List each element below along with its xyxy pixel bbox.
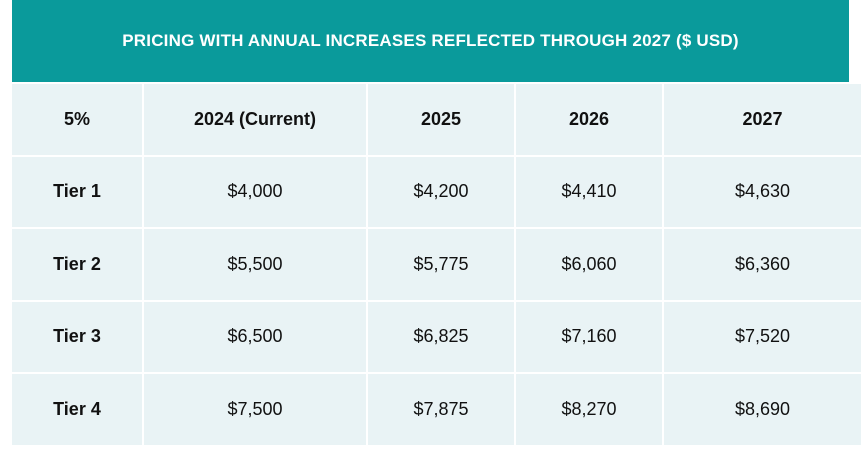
pricing-table: 5% 2024 (Current) 2025 2026 2027 Tier 1 … bbox=[10, 82, 861, 447]
price-cell: $4,200 bbox=[368, 156, 514, 227]
column-header-2024: 2024 (Current) bbox=[144, 84, 366, 155]
price-cell: $4,410 bbox=[516, 156, 662, 227]
price-cell: $7,160 bbox=[516, 301, 662, 372]
row-label-tier-2: Tier 2 bbox=[12, 229, 142, 300]
price-cell: $6,825 bbox=[368, 301, 514, 372]
price-cell: $8,270 bbox=[516, 374, 662, 445]
row-label-tier-4: Tier 4 bbox=[12, 374, 142, 445]
price-cell: $7,500 bbox=[144, 374, 366, 445]
price-cell: $6,500 bbox=[144, 301, 366, 372]
table-row: Tier 3 $6,500 $6,825 $7,160 $7,520 bbox=[12, 301, 861, 372]
price-cell: $6,060 bbox=[516, 229, 662, 300]
price-cell: $4,000 bbox=[144, 156, 366, 227]
table-title: PRICING WITH ANNUAL INCREASES REFLECTED … bbox=[12, 0, 849, 82]
price-cell: $4,630 bbox=[664, 156, 861, 227]
row-label-tier-3: Tier 3 bbox=[12, 301, 142, 372]
price-cell: $8,690 bbox=[664, 374, 861, 445]
column-header-rate: 5% bbox=[12, 84, 142, 155]
price-cell: $7,875 bbox=[368, 374, 514, 445]
column-header-2026: 2026 bbox=[516, 84, 662, 155]
table-row: Tier 2 $5,500 $5,775 $6,060 $6,360 bbox=[12, 229, 861, 300]
header-row: 5% 2024 (Current) 2025 2026 2027 bbox=[12, 84, 861, 155]
column-header-2027: 2027 bbox=[664, 84, 861, 155]
price-cell: $5,500 bbox=[144, 229, 366, 300]
column-header-2025: 2025 bbox=[368, 84, 514, 155]
price-cell: $6,360 bbox=[664, 229, 861, 300]
price-cell: $7,520 bbox=[664, 301, 861, 372]
table-row: Tier 1 $4,000 $4,200 $4,410 $4,630 bbox=[12, 156, 861, 227]
row-label-tier-1: Tier 1 bbox=[12, 156, 142, 227]
table-row: Tier 4 $7,500 $7,875 $8,270 $8,690 bbox=[12, 374, 861, 445]
pricing-table-container: PRICING WITH ANNUAL INCREASES REFLECTED … bbox=[12, 0, 861, 452]
price-cell: $5,775 bbox=[368, 229, 514, 300]
